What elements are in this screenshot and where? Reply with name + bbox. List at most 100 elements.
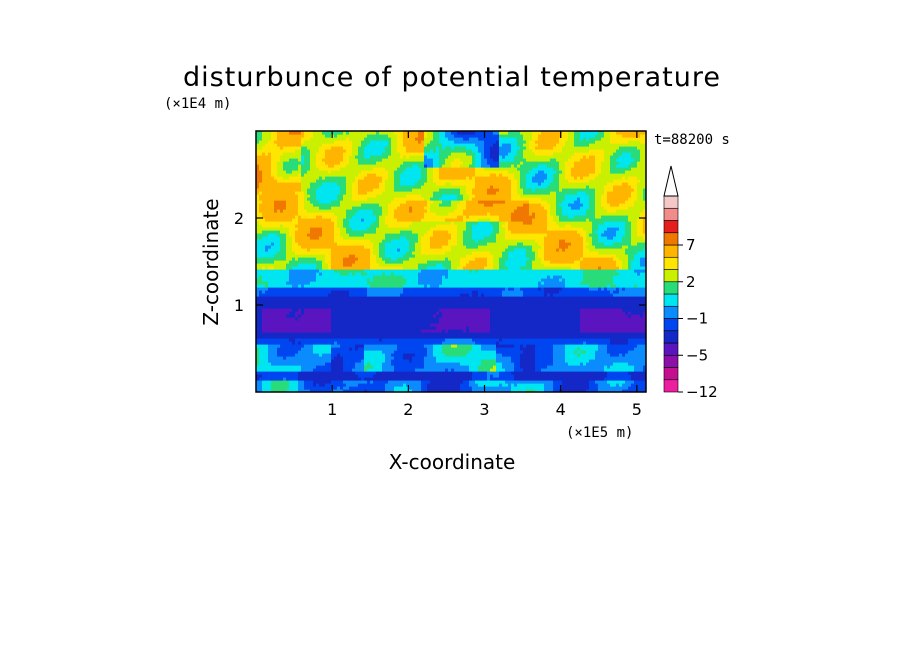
- heat-cell: [376, 140, 380, 144]
- heat-cell: [424, 224, 428, 228]
- heat-cell: [367, 287, 371, 291]
- heat-cell: [328, 179, 332, 183]
- heat-cell: [307, 131, 311, 135]
- heat-cell: [280, 266, 284, 270]
- heat-cell: [313, 368, 317, 372]
- heat-cell: [289, 347, 293, 351]
- heat-cell: [352, 371, 356, 375]
- heat-cell: [274, 137, 278, 141]
- heat-cell: [385, 146, 389, 150]
- heat-cell: [388, 293, 392, 297]
- heat-cell: [391, 257, 395, 261]
- heat-cell: [334, 185, 338, 189]
- heat-cell: [307, 152, 311, 156]
- heat-cell: [397, 185, 401, 189]
- heat-cell: [331, 308, 335, 312]
- heat-cell: [382, 284, 386, 288]
- heat-cell: [274, 362, 278, 366]
- heat-cell: [367, 158, 371, 162]
- heat-cell: [310, 338, 314, 342]
- heat-cell: [376, 350, 380, 354]
- heat-cell: [256, 182, 260, 186]
- heat-cell: [265, 347, 269, 351]
- heat-cell: [412, 341, 416, 345]
- heat-cell: [376, 251, 380, 255]
- heat-cell: [286, 305, 290, 309]
- heat-cell: [337, 389, 341, 392]
- heat-cell: [298, 380, 302, 384]
- heat-cell: [424, 314, 428, 318]
- heat-cell: [337, 362, 341, 366]
- heat-cell: [256, 362, 260, 366]
- heat-cell: [358, 368, 362, 372]
- heat-cell: [292, 293, 296, 297]
- heat-cell: [268, 143, 272, 147]
- heat-cell: [397, 242, 401, 246]
- heat-cell: [421, 161, 425, 165]
- heat-cell: [304, 341, 308, 345]
- heat-cell: [337, 170, 341, 174]
- heat-cell: [367, 263, 371, 267]
- heat-cell: [385, 320, 389, 324]
- heat-cell: [370, 254, 374, 258]
- heat-cell: [340, 173, 344, 177]
- heat-cell: [367, 257, 371, 261]
- heat-cell: [424, 344, 428, 348]
- heat-cell: [328, 299, 332, 303]
- heat-cell: [349, 194, 353, 198]
- heat-cell: [298, 260, 302, 264]
- heat-cell: [325, 335, 329, 339]
- heat-cell: [367, 215, 371, 219]
- heat-cell: [256, 281, 260, 285]
- heat-cell: [334, 140, 338, 144]
- heat-cell: [394, 341, 398, 345]
- heat-cell: [295, 131, 299, 135]
- heat-cell: [292, 203, 296, 207]
- heat-cell: [385, 134, 389, 138]
- heat-cell: [322, 281, 326, 285]
- heat-cell: [370, 137, 374, 141]
- heat-cell: [355, 149, 359, 153]
- heat-cell: [364, 296, 368, 300]
- heat-cell: [298, 368, 302, 372]
- heat-cell: [304, 155, 308, 159]
- heat-cell: [382, 179, 386, 183]
- heat-cell: [352, 203, 356, 207]
- heat-cell: [376, 221, 380, 225]
- heat-cell: [328, 263, 332, 267]
- heat-cell: [277, 233, 281, 237]
- heat-cell: [310, 185, 314, 189]
- heat-cell: [265, 245, 269, 249]
- heat-cell: [424, 287, 428, 291]
- heat-cell: [421, 197, 425, 201]
- heat-cell: [364, 137, 368, 141]
- heat-cell: [388, 350, 392, 354]
- heat-cell: [421, 296, 425, 300]
- heat-cell: [331, 179, 335, 183]
- heat-cell: [337, 380, 341, 384]
- heat-cell: [388, 362, 392, 366]
- heat-cell: [262, 275, 266, 279]
- heat-cell: [307, 350, 311, 354]
- heat-cell: [376, 278, 380, 282]
- heat-cell: [271, 323, 275, 327]
- heat-cell: [256, 251, 260, 255]
- heat-cell: [367, 239, 371, 243]
- heat-cell: [370, 314, 374, 318]
- heat-cell: [385, 152, 389, 156]
- heat-cell: [355, 377, 359, 381]
- heat-cell: [358, 191, 362, 195]
- heat-cell: [361, 221, 365, 225]
- heat-cell: [274, 263, 278, 267]
- heat-cell: [259, 356, 263, 360]
- heat-cell: [343, 356, 347, 360]
- heat-cell: [373, 173, 377, 177]
- heat-cell: [271, 227, 275, 231]
- heat-cell: [289, 188, 293, 192]
- heat-cell: [406, 158, 410, 162]
- heat-cell: [298, 347, 302, 351]
- heat-cell: [403, 269, 407, 273]
- heat-cell: [310, 230, 314, 234]
- heat-cell: [319, 188, 323, 192]
